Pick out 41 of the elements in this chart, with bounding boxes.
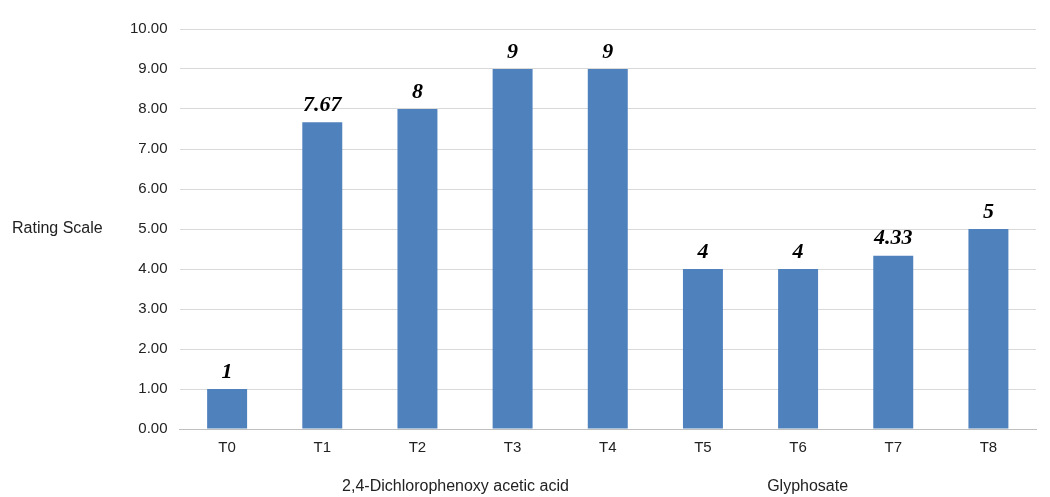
y-tick-label: 0.00 xyxy=(138,419,168,437)
bar xyxy=(207,389,248,429)
bar xyxy=(302,122,343,429)
text: 2,4-Dichlorophenoxy acetic acid xyxy=(342,477,569,495)
bar xyxy=(492,69,533,429)
y-tick-label: 9.00 xyxy=(138,59,168,77)
y-axis-title: Rating Scale xyxy=(12,219,103,237)
x-tick-label: T6 xyxy=(789,438,807,456)
y-tick-label: 3.00 xyxy=(138,299,168,317)
bar xyxy=(397,109,438,429)
y-tick-label: 8.00 xyxy=(138,99,168,117)
x-tick-label: T2 xyxy=(408,438,427,456)
x-tick-label: T1 xyxy=(313,438,332,456)
bar xyxy=(968,229,1009,429)
data-label: 4 xyxy=(791,237,804,263)
y-tick-label: 4.00 xyxy=(138,259,168,277)
bar xyxy=(778,269,819,429)
x-tick-label: T0 xyxy=(218,438,236,456)
y-tick-label: 10.00 xyxy=(129,19,168,37)
x-tick-label: T4 xyxy=(599,438,617,456)
y-tick-label: 7.00 xyxy=(138,139,168,157)
data-label: 9 xyxy=(507,37,519,63)
bar xyxy=(682,269,723,429)
data-label: 1 xyxy=(221,357,233,383)
bar xyxy=(587,69,628,429)
data-label: 4 xyxy=(696,237,709,263)
bar xyxy=(873,255,914,429)
x-tick-label: T8 xyxy=(979,438,998,456)
y-tick-label: 5.00 xyxy=(138,219,168,237)
data-label: 7.67 xyxy=(303,90,343,116)
data-label: 4.33 xyxy=(873,224,913,250)
y-tick-label: 2.00 xyxy=(138,339,168,357)
x-tick-label: T7 xyxy=(884,438,903,456)
data-label: 5 xyxy=(982,197,994,223)
y-tick-label: 1.00 xyxy=(138,379,168,397)
text: Glyphosate xyxy=(767,477,849,495)
data-label: 9 xyxy=(602,37,614,63)
x-tick-label: T3 xyxy=(503,438,522,456)
x-tick-label: T5 xyxy=(694,438,712,456)
data-label: 8 xyxy=(411,77,423,103)
y-tick-label: 6.00 xyxy=(138,179,168,197)
